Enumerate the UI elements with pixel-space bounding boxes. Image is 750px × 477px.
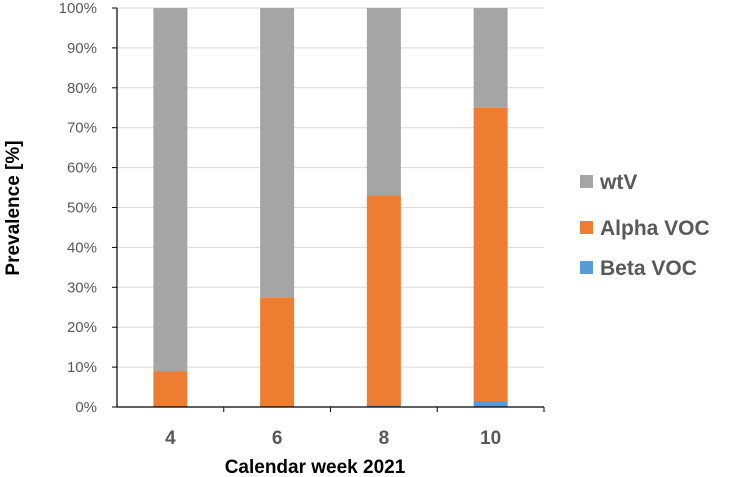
- legend: wtV Alpha VOC Beta VOC: [580, 171, 710, 280]
- x-tick-label: 6: [272, 428, 283, 449]
- legend-swatch: [580, 221, 593, 234]
- bar-segment-beta-voc: [473, 401, 508, 407]
- y-tick-label: 0%: [75, 399, 97, 416]
- legend-swatch: [580, 175, 593, 188]
- bar-segment-alpha-voc: [366, 195, 401, 406]
- bars: [153, 8, 508, 407]
- y-tick-label: 30%: [67, 279, 97, 296]
- y-tick-label: 80%: [67, 80, 97, 97]
- gridlines: [117, 7, 544, 368]
- bar-segment-wtv: [260, 8, 295, 298]
- x-tick-label: 8: [379, 428, 390, 449]
- legend-label: Alpha VOC: [600, 217, 710, 240]
- legend-swatch: [580, 261, 593, 274]
- x-tick-labels: 4 6 8 10: [165, 428, 501, 449]
- x-tick-label: 4: [165, 428, 176, 449]
- legend-label: wtV: [599, 171, 637, 194]
- y-tick-labels: 0% 10% 20% 30% 40% 50% 60% 70% 80% 90% 100%: [59, 0, 97, 416]
- x-tick-label: 10: [480, 428, 501, 449]
- y-tick-label: 70%: [67, 120, 97, 137]
- y-tick-label: 50%: [67, 200, 97, 217]
- bar-segment-alpha-voc: [260, 297, 295, 407]
- bar-segment-wtv: [366, 8, 401, 196]
- y-tick-label: 40%: [67, 239, 97, 256]
- y-tick-label: 100%: [59, 0, 97, 17]
- bar-segment-wtv: [153, 8, 188, 372]
- y-tick-label: 90%: [67, 40, 97, 57]
- y-tick-label: 10%: [67, 359, 97, 376]
- y-tick-label: 20%: [67, 319, 97, 336]
- axes: [112, 7, 545, 412]
- bar-segment-alpha-voc: [473, 107, 508, 402]
- x-axis-title: Calendar week 2021: [225, 457, 406, 477]
- y-axis-title: Prevalence [%]: [3, 140, 24, 275]
- bar-segment-beta-voc: [366, 405, 401, 407]
- legend-label: Beta VOC: [600, 257, 697, 280]
- y-tick-label: 60%: [67, 160, 97, 177]
- bar-segment-wtv: [473, 8, 508, 108]
- bar-segment-alpha-voc: [153, 371, 188, 407]
